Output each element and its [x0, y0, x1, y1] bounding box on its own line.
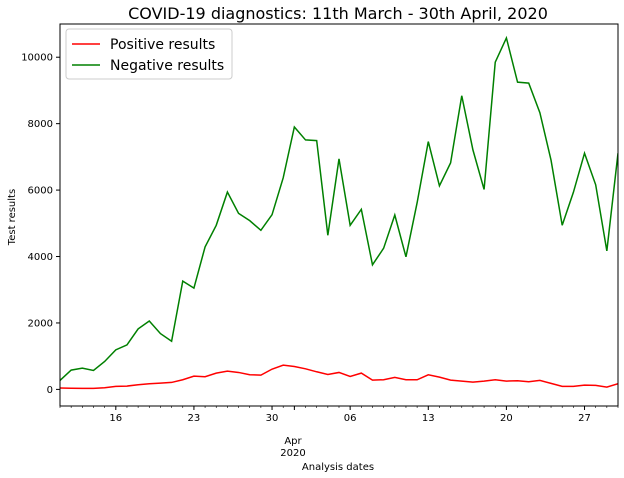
axes-frame	[59, 23, 619, 407]
x-secondary-label-year: 2020	[280, 448, 305, 459]
y-tick-label: 2000	[28, 318, 53, 329]
y-axis-label: Test results	[7, 189, 18, 246]
chart-title: COVID-19 diagnostics: 11th March - 30th …	[128, 4, 548, 23]
x-tick-label: 23	[188, 413, 201, 424]
x-secondary-label-month: Apr	[284, 436, 302, 447]
y-tick-label: 4000	[28, 252, 53, 263]
legend: Positive results Negative results	[65, 28, 233, 80]
y-tick-label: 8000	[28, 119, 53, 130]
y-tick-label: 10000	[21, 53, 53, 64]
plot-area: 0 2000 4000 6000 8000 10000 16 23 30 06 13 20 27	[21, 23, 619, 424]
series-line-negative	[60, 35, 618, 381]
series-line-positive	[60, 364, 618, 390]
legend-label-positive: Positive results	[110, 37, 215, 53]
x-tick-label: 30	[266, 413, 279, 424]
x-tick-label: 13	[422, 413, 435, 424]
legend-label-negative: Negative results	[110, 58, 224, 74]
x-axis-label: Analysis dates	[302, 462, 374, 473]
legend-box	[65, 28, 233, 80]
x-tick-label: 06	[344, 413, 357, 424]
x-tick-label: 27	[578, 413, 591, 424]
x-tick-label: 20	[500, 413, 513, 424]
y-tick-label: 6000	[28, 186, 53, 197]
x-tick-label: 16	[109, 413, 122, 424]
y-tick-label: 0	[47, 385, 53, 396]
